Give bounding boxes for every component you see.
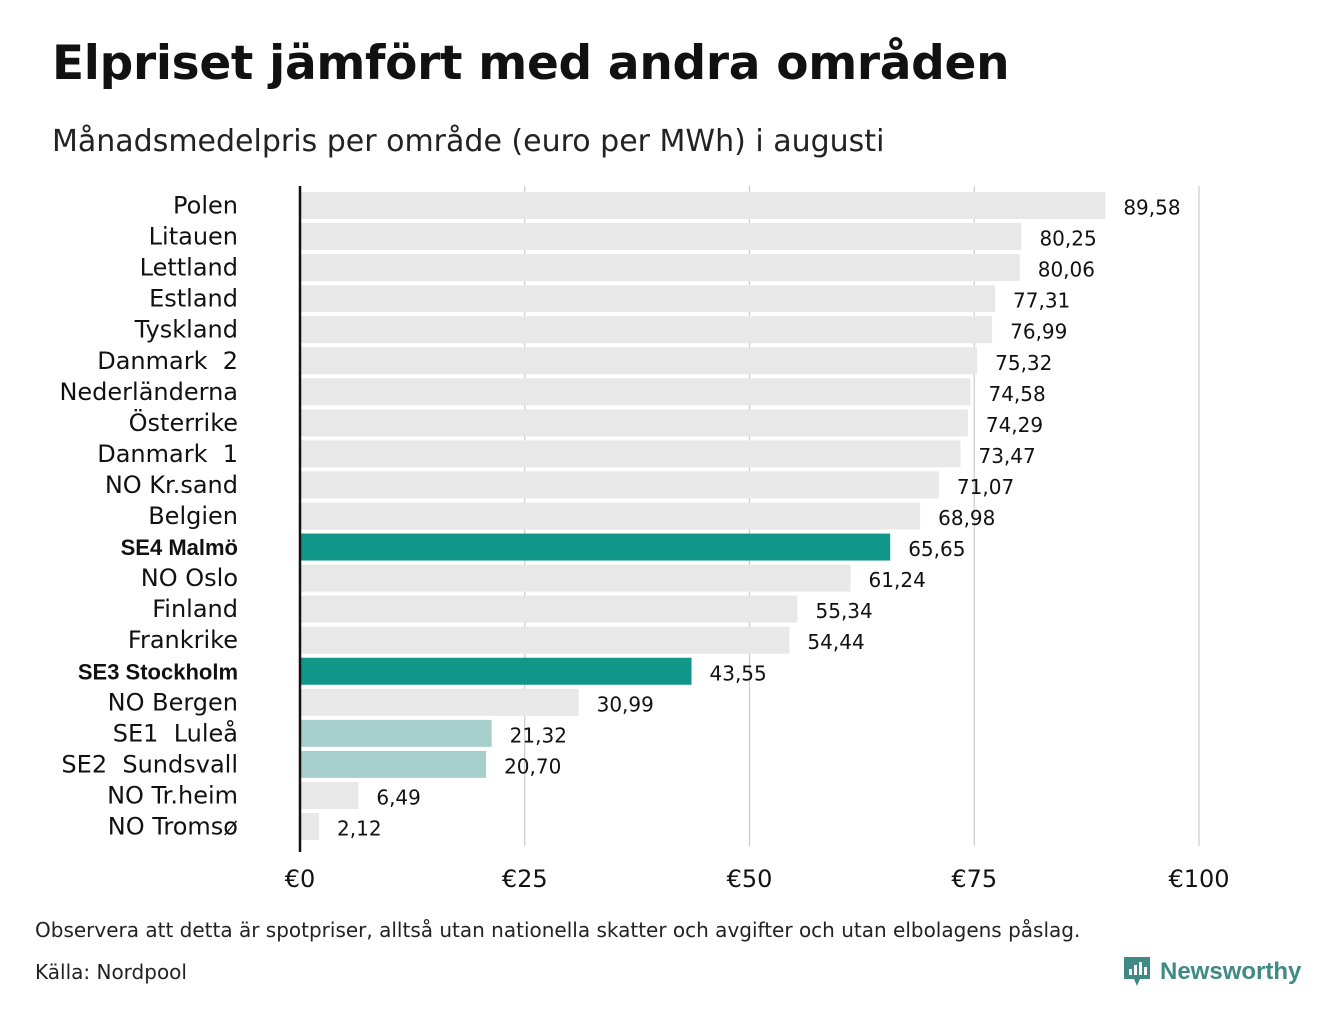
- value-label-18: 20,70: [504, 754, 561, 778]
- bar-8: [300, 440, 961, 468]
- bar-6: [300, 378, 971, 406]
- value-label-1: 80,25: [1039, 227, 1096, 251]
- category-label-14: Frankrike: [128, 626, 238, 654]
- category-label-1: Litauen: [149, 223, 238, 251]
- value-label-16: 30,99: [597, 692, 654, 716]
- chart-title: Elpriset jämfört med andra områden: [52, 36, 1010, 91]
- bar-11: [300, 533, 891, 561]
- value-label-5: 75,32: [995, 351, 1052, 375]
- bar-9: [300, 471, 939, 499]
- bar-4: [300, 316, 993, 344]
- category-label-2: Lettland: [140, 254, 238, 282]
- bar-5: [300, 347, 978, 375]
- category-label-17: SE1 Luleå: [113, 718, 238, 747]
- brand-name: Newsworthy: [1160, 958, 1302, 985]
- bar-20: [300, 813, 320, 840]
- x-tick-label-3: €75: [951, 865, 997, 893]
- bar-19: [300, 781, 359, 809]
- bar-chart: Polen 89,58 Litauen 80,25 Lettland 80,06 Estla…: [59, 186, 1230, 893]
- bar-18: [300, 750, 487, 778]
- category-label-3: Estland: [149, 285, 238, 313]
- category-label-16: NO Bergen: [108, 688, 238, 716]
- category-label-5: Danmark 2: [97, 347, 238, 375]
- source-credit: Källa: Nordpool: [35, 960, 187, 984]
- x-tick-label-2: €50: [727, 865, 773, 893]
- value-label-8: 73,47: [978, 444, 1035, 468]
- value-label-7: 74,29: [986, 413, 1043, 437]
- category-label-6: Nederländerna: [59, 378, 238, 406]
- value-label-4: 76,99: [1010, 320, 1067, 344]
- value-label-9: 71,07: [957, 475, 1014, 499]
- bar-15: [300, 657, 692, 685]
- value-label-17: 21,32: [510, 723, 567, 747]
- bar-2: [300, 254, 1020, 282]
- bar-14: [300, 626, 790, 654]
- value-label-19: 6,49: [376, 785, 421, 809]
- category-label-0: Polen: [173, 192, 238, 220]
- category-label-4: Tyskland: [134, 316, 238, 344]
- category-label-7: Österrike: [129, 408, 238, 437]
- x-tick-label-0: €0: [285, 865, 316, 893]
- category-label-8: Danmark 1: [97, 440, 238, 468]
- value-label-14: 54,44: [807, 630, 864, 654]
- x-tick-label-4: €100: [1168, 865, 1229, 893]
- bar-12: [300, 564, 851, 592]
- value-label-12: 61,24: [869, 568, 926, 592]
- value-label-10: 68,98: [938, 506, 995, 530]
- value-label-20: 2,12: [337, 817, 382, 841]
- bar-0: [300, 192, 1106, 219]
- bar-1: [300, 223, 1022, 251]
- value-label-0: 89,58: [1123, 196, 1180, 220]
- category-label-15: SE3 Stockholm: [78, 659, 238, 684]
- value-label-3: 77,31: [1013, 289, 1070, 313]
- value-label-11: 65,65: [908, 537, 965, 561]
- category-label-13: Finland: [152, 595, 238, 623]
- category-label-9: NO Kr.sand: [105, 471, 238, 499]
- bar-13: [300, 595, 798, 623]
- value-label-15: 43,55: [710, 661, 767, 685]
- bar-10: [300, 502, 921, 530]
- category-label-12: NO Oslo: [141, 564, 238, 592]
- category-label-18: SE2 Sundsvall: [61, 750, 238, 778]
- x-tick-label-1: €25: [502, 865, 548, 893]
- value-label-13: 55,34: [816, 599, 873, 623]
- category-label-11: SE4 Malmö: [121, 535, 238, 560]
- brand-logo: Newsworthy: [1122, 955, 1301, 989]
- value-label-2: 80,06: [1038, 258, 1095, 282]
- newsworthy-logo-icon: [1124, 957, 1150, 986]
- footnote: Observera att detta är spotpriser, allts…: [35, 918, 1081, 942]
- bar-17: [300, 719, 492, 747]
- bar-3: [300, 285, 996, 313]
- bar-7: [300, 409, 968, 437]
- category-label-10: Belgien: [148, 502, 238, 530]
- category-label-20: NO Tromsø: [108, 813, 238, 841]
- bar-16: [300, 688, 579, 716]
- value-label-6: 74,58: [988, 382, 1045, 406]
- category-label-19: NO Tr.heim: [107, 781, 238, 809]
- chart-subtitle: Månadsmedelpris per område (euro per MWh…: [52, 124, 885, 159]
